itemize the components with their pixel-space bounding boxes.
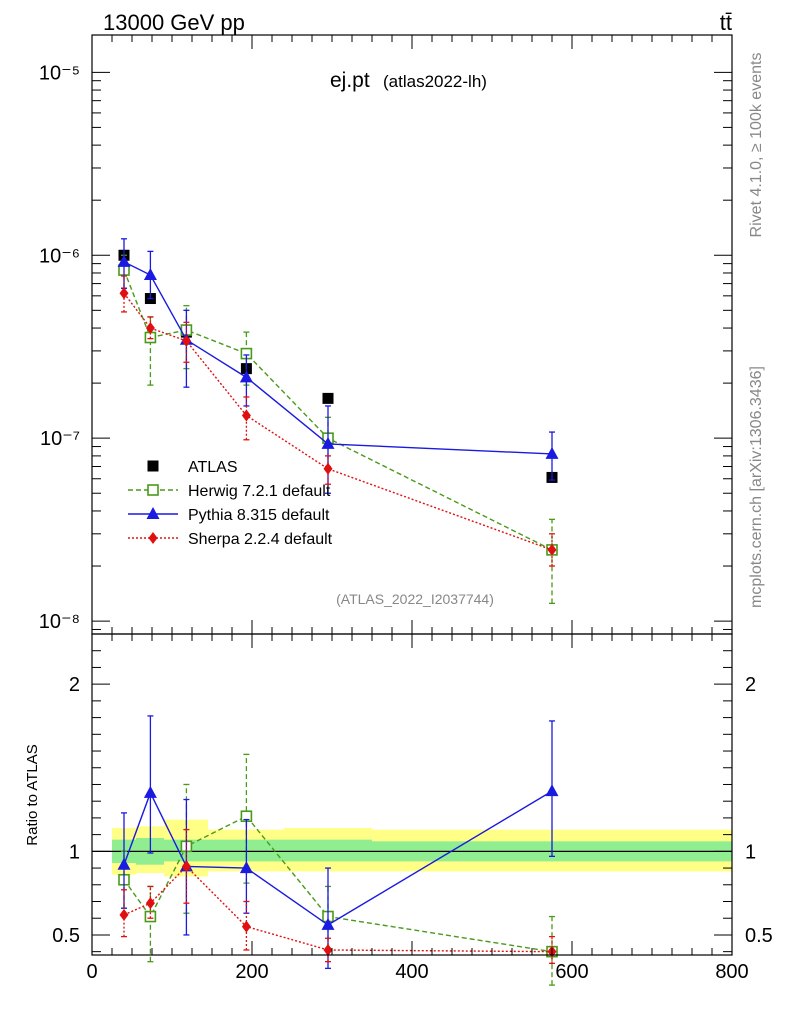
data-point-pythia [321, 436, 335, 449]
data-point-sherpa [119, 908, 129, 921]
y-tick-label: 10⁻⁵ [39, 62, 80, 84]
data-point-pythia [545, 784, 559, 797]
y-tick-label: 10⁻⁷ [40, 428, 80, 450]
header-left-label: 13000 GeV pp [103, 10, 245, 35]
series-herwig [118, 254, 558, 605]
series-pythia [117, 715, 559, 970]
rivet-version-label: Rivet 4.1.0, ≥ 100k events [748, 53, 765, 238]
ratio-y-tick-label: 1 [69, 841, 80, 863]
legend: ATLAS Herwig 7.2.1 default Pythia 8.315 de… [128, 459, 333, 548]
series-pythia [117, 238, 559, 494]
legend-marker-herwig [147, 484, 159, 496]
data-point-sherpa [241, 920, 251, 933]
x-tick-label: 400 [395, 961, 428, 983]
legend-label-sherpa: Sherpa 2.2.4 default [188, 531, 333, 548]
y-tick-label: 10⁻⁶ [39, 245, 80, 267]
data-point-sherpa [119, 287, 129, 300]
plot-title: ej.pt (atlas2022-lh) [330, 69, 487, 92]
legend-label-pythia: Pythia 8.315 default [188, 507, 330, 524]
series-line-herwig [123, 269, 553, 551]
header-right-label: tt̄ [720, 10, 732, 35]
uncertainty-band-inner [284, 839, 372, 862]
ratio-panel: 0.5 0.5 1 1 2 2 [52, 650, 773, 986]
data-point-sherpa [323, 462, 333, 475]
plot-title-main: ej.pt [330, 69, 370, 92]
mcplots-label: mcplots.cern.ch [arXiv:1306.3436] [748, 366, 765, 608]
data-point-pythia [117, 254, 131, 267]
series-atlas [118, 249, 558, 483]
legend-label-herwig: Herwig 7.2.1 default [188, 483, 331, 500]
data-point-pythia [239, 861, 253, 874]
data-point-sherpa [323, 943, 333, 956]
data-point-sherpa [145, 897, 155, 910]
data-point-sherpa [547, 543, 557, 556]
data-point-pythia [239, 370, 253, 383]
legend-marker-sherpa [148, 532, 158, 544]
plot-title-sub: (atlas2022-lh) [383, 72, 487, 91]
data-point-pythia [545, 446, 559, 459]
data-point-sherpa [145, 322, 155, 335]
x-tick-label: 0 [86, 961, 97, 983]
ratio-y-tick-label-right: 1 [745, 841, 756, 863]
series-line-pythia [123, 261, 553, 455]
data-point-pythia [117, 857, 131, 870]
series-line-pythia [123, 790, 553, 926]
ratio-y-tick-label: 2 [69, 674, 80, 696]
data-point-pythia [143, 267, 157, 280]
ratio-y-tick-label-right: 2 [745, 674, 756, 696]
x-axis: 0 200 400 600 800 [86, 634, 749, 983]
data-point-sherpa [181, 334, 191, 347]
x-tick-label: 600 [555, 961, 588, 983]
series-sherpa [119, 275, 557, 567]
x-tick-label: 200 [235, 961, 268, 983]
data-point-pythia [321, 917, 335, 930]
ratio-y-tick-label-right: 0.5 [745, 925, 773, 947]
legend-label-atlas: ATLAS [188, 459, 238, 476]
data-point-sherpa [241, 409, 251, 422]
ratio-frame [91, 633, 733, 956]
data-point-atlas [322, 392, 334, 404]
y-tick-label: 10⁻⁸ [39, 611, 80, 633]
ratio-ylabel: Ratio to ATLAS [24, 744, 41, 845]
main-panel: 10⁻⁸ 10⁻⁷ 10⁻⁶ 10⁻⁵ [39, 35, 733, 634]
analysis-id-label: (ATLAS_2022_I2037744) [336, 591, 494, 607]
data-point-sherpa [181, 860, 191, 873]
series-line-sherpa [123, 292, 553, 551]
legend-marker-pythia [146, 507, 160, 519]
ratio-y-tick-label: 0.5 [52, 925, 80, 947]
data-point-pythia [143, 785, 157, 798]
series-line-sherpa [123, 865, 553, 953]
x-tick-label: 800 [715, 961, 748, 983]
legend-marker-atlas [147, 460, 159, 472]
